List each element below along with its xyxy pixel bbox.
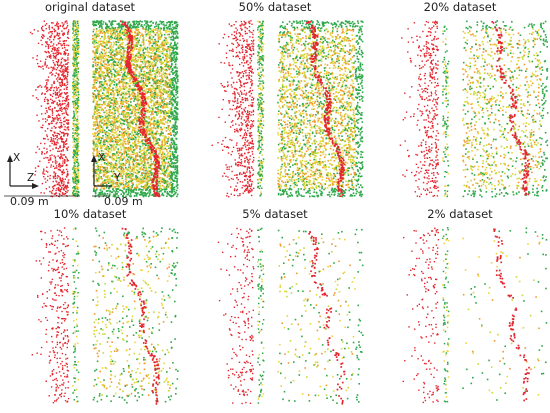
panel-original-dataset: original dataset bbox=[0, 0, 180, 205]
xz-axes-icon bbox=[7, 155, 39, 189]
x-axis-label-left: X bbox=[13, 152, 21, 164]
panel-5-percent-dataset: 5% dataset bbox=[185, 207, 365, 412]
edge-strip-points bbox=[257, 20, 265, 197]
plan-view-points bbox=[92, 20, 179, 198]
panel-title: 5% dataset bbox=[242, 207, 308, 221]
panel-title: 50% dataset bbox=[238, 0, 312, 14]
panel-title: original dataset bbox=[44, 0, 136, 14]
side-profile-points bbox=[211, 20, 255, 198]
side-profile-points bbox=[217, 227, 255, 405]
z-axis-label: Z bbox=[27, 172, 35, 184]
side-profile-points bbox=[29, 20, 70, 198]
plan-view-points bbox=[277, 228, 364, 404]
xy-axes-icon bbox=[91, 155, 112, 187]
point-cloud-render bbox=[211, 20, 364, 198]
crack-line-points bbox=[491, 21, 531, 196]
panel-10-percent-dataset: 10% dataset bbox=[0, 207, 180, 412]
crack-line-points bbox=[308, 231, 346, 405]
plan-view-points bbox=[462, 227, 548, 401]
side-profile-points bbox=[399, 20, 440, 198]
plan-view-points bbox=[462, 20, 549, 198]
point-cloud-render bbox=[29, 20, 179, 198]
axes-indicator bbox=[4, 155, 112, 197]
point-cloud-render bbox=[402, 227, 548, 404]
point-cloud-render bbox=[399, 20, 549, 198]
scale-label-left: 0.09 m bbox=[10, 195, 49, 208]
panel-title: 20% dataset bbox=[423, 0, 497, 14]
side-profile-points bbox=[31, 227, 70, 404]
panel-title: 2% dataset bbox=[427, 207, 493, 221]
crack-line-points bbox=[493, 228, 530, 402]
edge-strip-points bbox=[72, 20, 80, 198]
edge-strip-points bbox=[442, 25, 450, 198]
plan-view-points bbox=[92, 227, 179, 404]
plan-view-points bbox=[277, 20, 364, 198]
side-profile-points bbox=[402, 227, 440, 404]
y-axis-label: Y bbox=[114, 172, 121, 184]
point-cloud-render bbox=[31, 227, 179, 405]
crack-line-points bbox=[121, 227, 160, 405]
edge-strip-points bbox=[72, 227, 80, 403]
panel-50-percent-dataset: 50% dataset bbox=[185, 0, 365, 205]
panel-20-percent-dataset: 20% dataset bbox=[370, 0, 550, 205]
scale-label-right: 0.09 m bbox=[104, 195, 143, 208]
point-cloud-render bbox=[217, 227, 364, 405]
panel-title: 10% dataset bbox=[53, 207, 127, 221]
x-axis-label-right: X bbox=[98, 152, 106, 164]
edge-strip-points bbox=[257, 227, 265, 404]
edge-strip-points bbox=[442, 227, 450, 403]
panel-2-percent-dataset: 2% dataset bbox=[370, 207, 550, 412]
crack-line-points bbox=[119, 20, 161, 198]
crack-line-points bbox=[306, 20, 346, 197]
